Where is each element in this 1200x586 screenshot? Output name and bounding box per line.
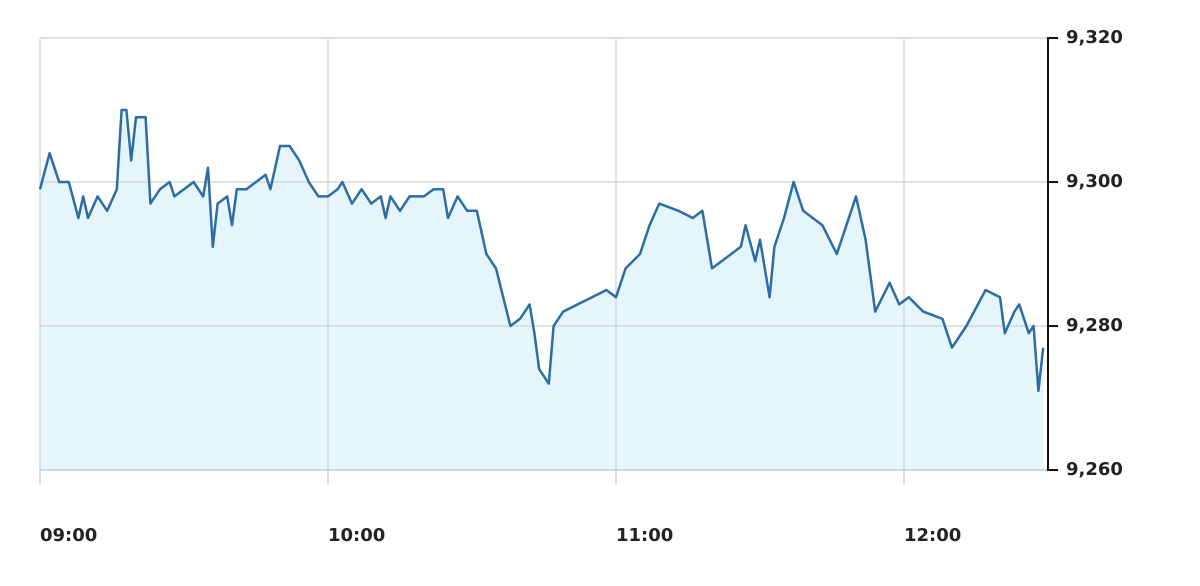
x-tick-label: 10:00 [328, 525, 385, 546]
y-tick-label: 9,300 [1066, 171, 1123, 192]
y-tick-label: 9,280 [1066, 315, 1123, 336]
x-tick-label: 09:00 [40, 525, 97, 546]
line [38, 108, 1045, 393]
area [40, 110, 1044, 470]
y-tick-label: 9,320 [1066, 27, 1123, 48]
x-tick-label: 12:00 [904, 525, 961, 546]
x-tick-label: 11:00 [616, 525, 673, 546]
y-tick-label: 9,260 [1066, 459, 1123, 480]
